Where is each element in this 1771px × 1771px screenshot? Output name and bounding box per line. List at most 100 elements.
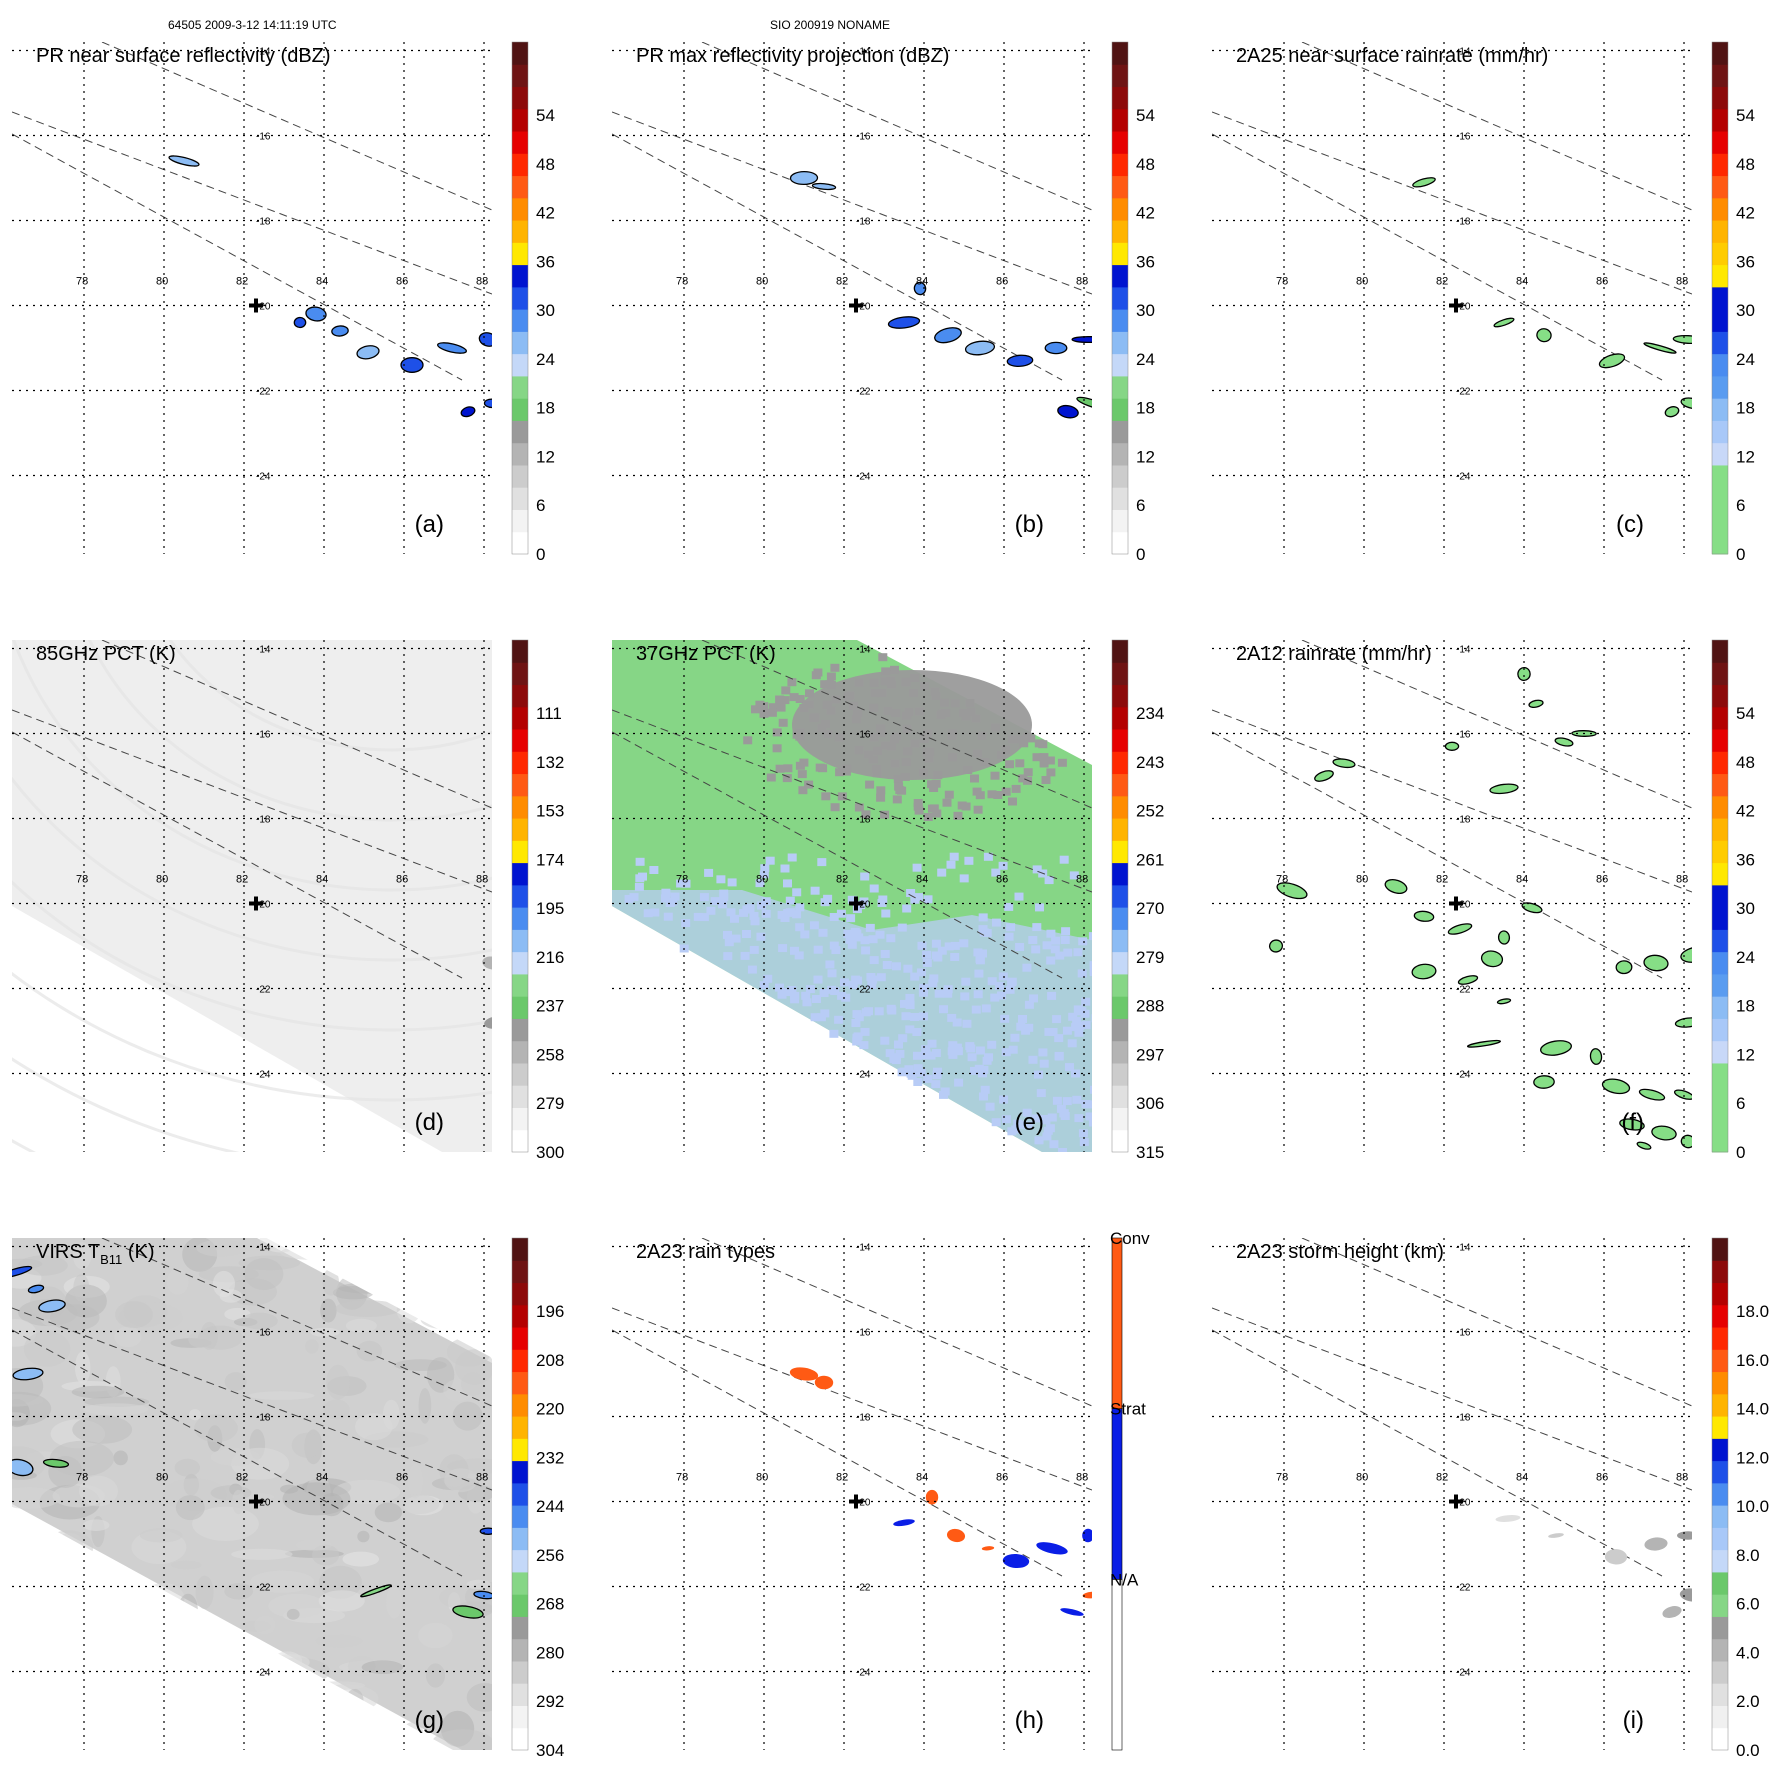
cloud-texture: [232, 1489, 245, 1515]
echo-cell: [1071, 335, 1092, 344]
panel-title: PR near surface reflectivity (dBZ): [36, 45, 331, 67]
colorbar-tick-label: 6: [1736, 1094, 1745, 1113]
lon-tick-label: 82: [1436, 1471, 1448, 1483]
texture-cell: [810, 886, 820, 895]
colorbar-tick-label: 261: [1136, 850, 1164, 869]
texture-cell: [910, 895, 920, 904]
colorbar-segment: [1712, 420, 1728, 444]
lon-tick-label: 82: [836, 275, 848, 287]
colorbar-segment: [1712, 220, 1728, 243]
colorbar-segment: [1712, 1349, 1728, 1373]
panel-label: (i): [1623, 1707, 1644, 1734]
colorbar-frame: [511, 639, 529, 1153]
texture-cell: [928, 804, 937, 813]
texture-cell: [998, 861, 1008, 870]
colorbar-tick-label: 244: [536, 1497, 564, 1516]
colorbar-tick-label: 174: [536, 850, 564, 869]
colorbar-segment: [1712, 1107, 1728, 1131]
colorbar-segment: [1712, 42, 1728, 65]
texture-cell: [830, 663, 840, 672]
echo-cell: [1082, 1591, 1092, 1599]
lon-tick-label: 84: [916, 275, 928, 287]
colorbar-segment: [512, 662, 528, 686]
colorbar-tick-label: 6: [536, 496, 545, 515]
texture-cell: [953, 811, 963, 820]
colorbar-segment: [1112, 442, 1128, 466]
cloud-texture: [79, 1475, 118, 1507]
pr-swath-edge-south: [1212, 133, 1663, 381]
colorbar-segment: [1712, 1304, 1728, 1328]
texture-cell: [902, 904, 912, 913]
texture-cell: [1046, 768, 1056, 777]
echo-cell: [1268, 939, 1284, 953]
colorbar-segment: [1112, 1129, 1128, 1153]
colorbar-segment: [1712, 331, 1728, 355]
cloud-texture: [449, 1551, 492, 1581]
colorbar-tick-label: 36: [1736, 252, 1755, 271]
figure-header-storm: SIO 200919 NONAME: [770, 18, 891, 32]
colorbar-segment: [1112, 131, 1128, 154]
texture-cell: [792, 888, 802, 897]
echo-cell: [1680, 397, 1692, 410]
echo-cell: [1643, 954, 1669, 972]
lat-tick-label: -20: [256, 302, 271, 313]
texture-cell: [869, 884, 879, 893]
texture-cell: [1015, 759, 1025, 768]
texture-cell: [795, 761, 805, 770]
colorbar-tick-label: 30: [536, 301, 555, 320]
colorbar-segment: [512, 1371, 528, 1395]
colorbar-segment: [1712, 1594, 1728, 1617]
texture-cell: [892, 795, 902, 804]
texture-cell: [1032, 923, 1042, 932]
colorbar-tick-label: 292: [536, 1692, 564, 1711]
colorbar-segment: [1712, 1616, 1728, 1640]
lon-tick-label: 78: [676, 873, 688, 885]
texture-cell: [913, 802, 923, 811]
colorbar-tick-label: 12.0: [1736, 1448, 1769, 1467]
colorbar-tick-label: 6: [1736, 496, 1745, 515]
colorbar-tick-label: 153: [536, 802, 564, 821]
colorbar-tick-label: 18: [1736, 399, 1755, 418]
colorbar-tick-label: 279: [1136, 948, 1164, 967]
colorbar-segment: [1112, 420, 1128, 444]
lon-tick-label: 78: [1276, 1471, 1288, 1483]
texture-cell: [776, 703, 786, 712]
colorbar-segment: [1712, 1327, 1728, 1350]
colorbar-segment: [1112, 1062, 1128, 1086]
lat-tick-label: -18: [256, 815, 271, 826]
echo-cell: [1680, 946, 1692, 963]
colorbar-segment: [512, 1549, 528, 1573]
colorbar-tick-label: 30: [1136, 301, 1155, 320]
colorbar-segment: [1712, 1371, 1728, 1395]
texture-cell: [787, 853, 797, 862]
cloud-texture: [82, 1519, 110, 1531]
cloud-texture: [188, 1409, 202, 1421]
colorbar-segment: [512, 1482, 528, 1506]
texture-cell: [743, 736, 753, 745]
lat-tick-label: -14: [1456, 645, 1471, 656]
colorbar-segment: [1112, 706, 1128, 730]
lon-tick-label: 80: [156, 873, 168, 885]
colorbar-segment: [512, 264, 528, 288]
colorbar-tick-label: 36: [1136, 252, 1155, 271]
lon-tick-label: 78: [1276, 275, 1288, 287]
echo-cell: [484, 1016, 492, 1029]
lon-tick-label: 88: [1076, 873, 1088, 885]
texture-cell: [847, 895, 857, 904]
colorbar-segment: [1712, 929, 1728, 953]
panel-title: 37GHz PCT (K): [636, 643, 776, 665]
lat-tick-label: -20: [856, 900, 871, 911]
echo-cell: [12, 1458, 34, 1477]
pr-swath-edge-north: [612, 1307, 1092, 1491]
chart-panel-h: 78 80 82 84 86 88 -14 -16 -18 -20 -22 -24 2A23 rain …: [612, 1229, 1150, 1751]
lat-tick-label: -18: [1456, 217, 1471, 228]
cloud-texture: [254, 1615, 276, 1635]
colorbar-segment: [1712, 1129, 1728, 1153]
storm-center-marker: [249, 896, 263, 911]
cloud-texture: [12, 1412, 28, 1421]
lon-tick-label: 84: [316, 873, 328, 885]
colorbar-segment: [512, 818, 528, 841]
cloud-texture: [319, 1565, 362, 1599]
texture-cell: [942, 798, 952, 807]
colorbar-segment: [1112, 264, 1128, 288]
